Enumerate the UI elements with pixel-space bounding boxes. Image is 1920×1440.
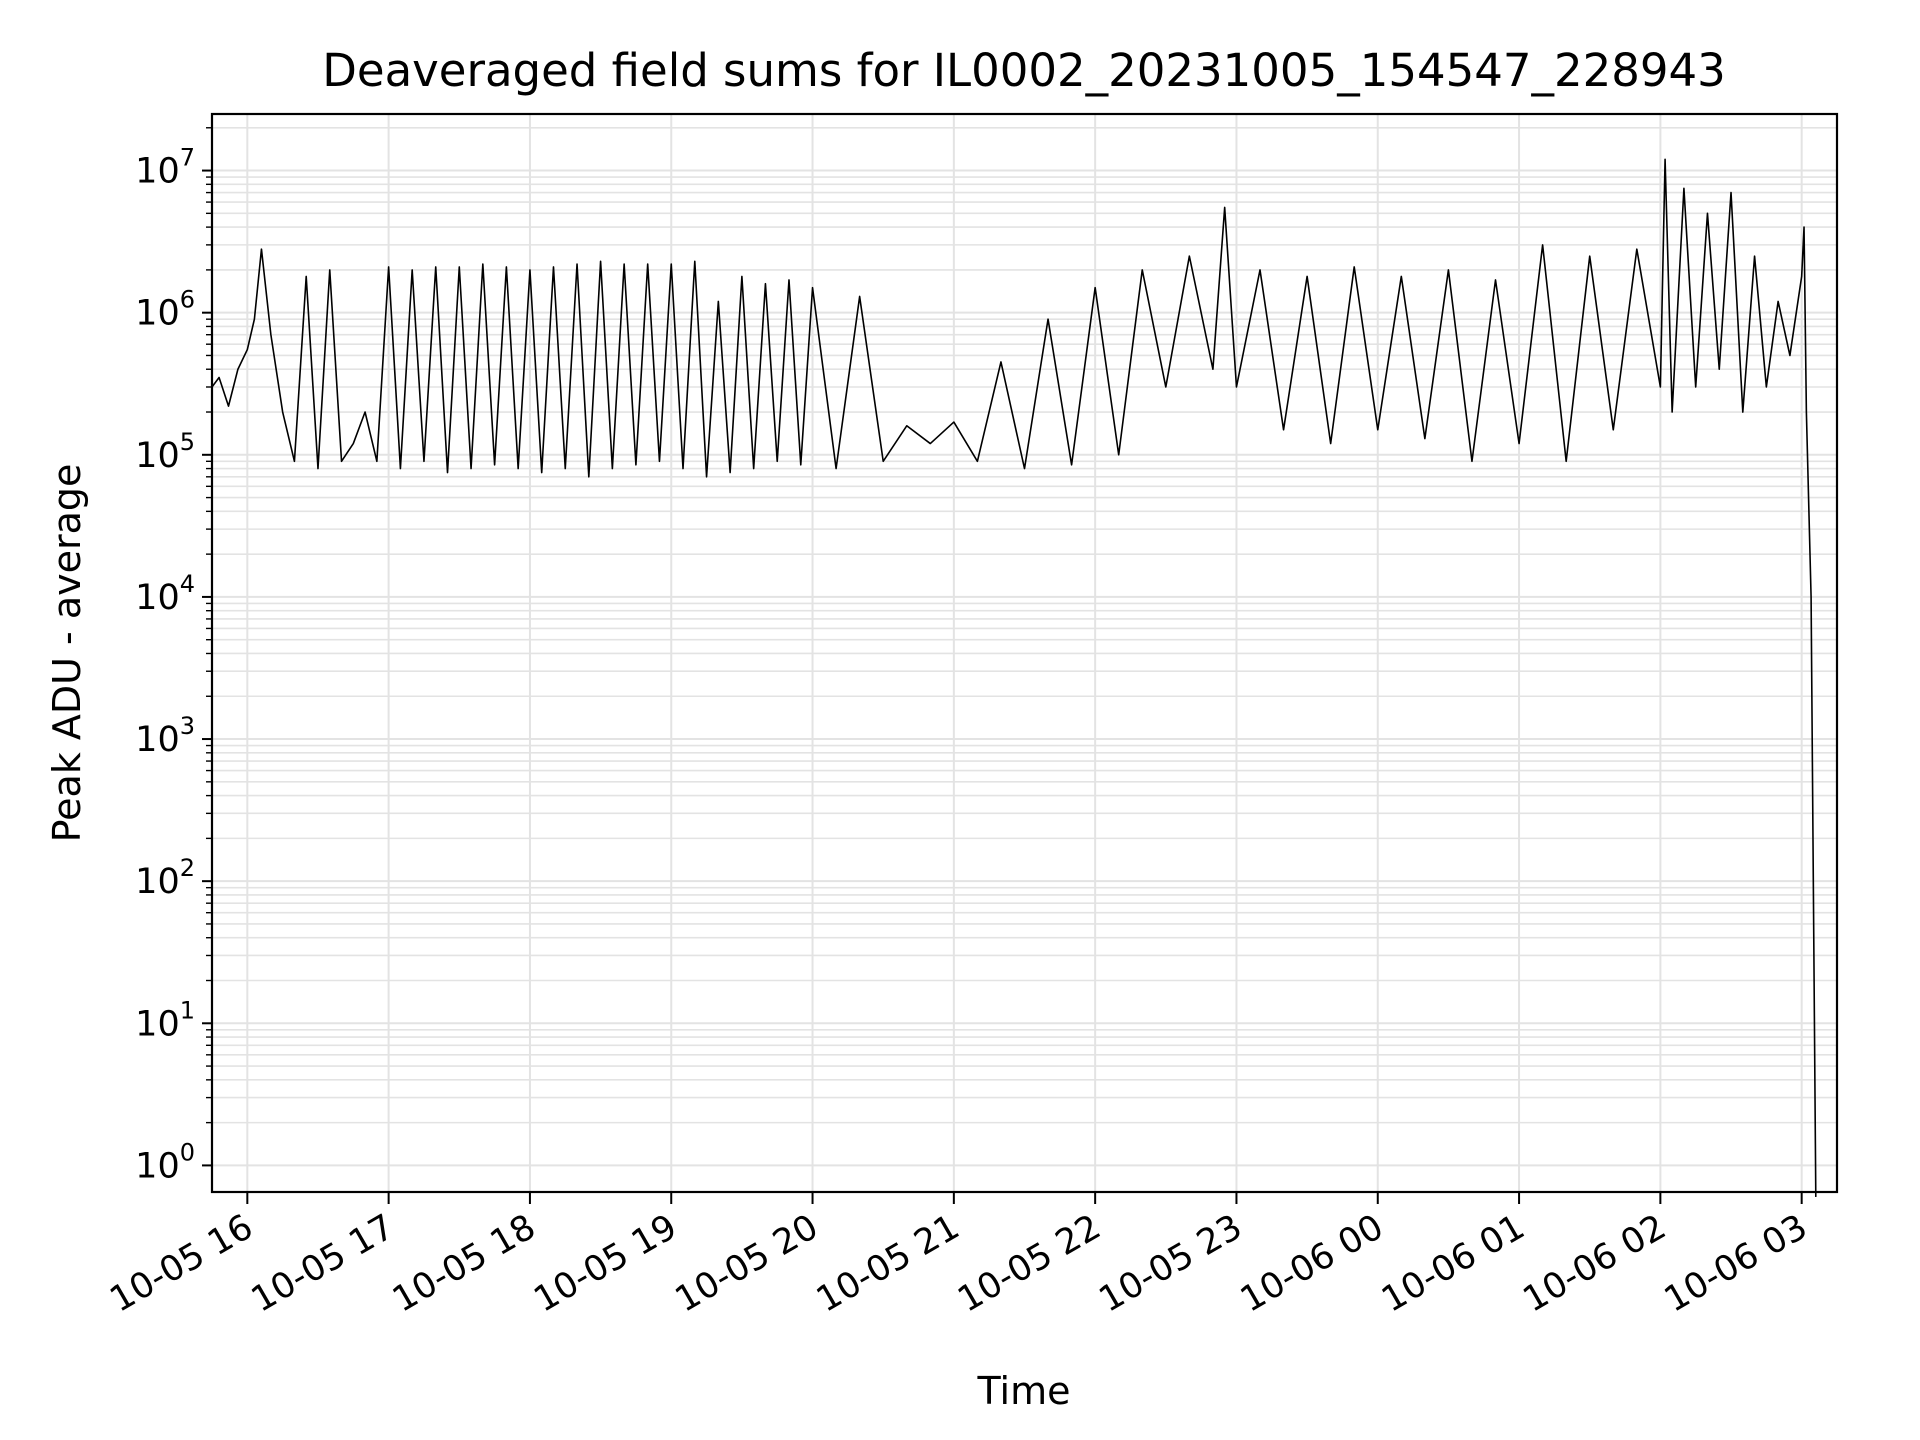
y-tick-base: 10: [135, 862, 180, 902]
x-tick-label: 10-05 23: [1093, 1207, 1249, 1320]
x-tick-label: 10-06 01: [1375, 1207, 1531, 1320]
y-tick-exponent: 0: [180, 1138, 195, 1166]
x-tick-label: 10-05 20: [669, 1207, 825, 1320]
x-tick-label: 10-06 03: [1658, 1207, 1814, 1320]
y-tick-label: 107: [135, 144, 195, 192]
grid: [212, 114, 1837, 1192]
y-tick-exponent: 3: [180, 712, 195, 740]
y-tick-label: 106: [135, 286, 195, 334]
y-axis-label: Peak ADU - average: [45, 464, 89, 843]
data-series-line: [211, 158, 1817, 1197]
y-tick-exponent: 6: [180, 286, 195, 314]
y-tick-base: 10: [135, 294, 180, 334]
data-layer: [211, 158, 1817, 1197]
y-tick-base: 10: [135, 720, 180, 760]
x-tick-label: 10-05 17: [245, 1207, 401, 1320]
y-tick-base: 10: [135, 436, 180, 476]
y-tick-exponent: 7: [180, 144, 195, 172]
x-tick-label: 10-05 21: [810, 1207, 966, 1320]
x-tick-label: 10-05 19: [527, 1207, 683, 1320]
y-tick-base: 10: [135, 578, 180, 618]
y-tick-label: 104: [135, 570, 195, 618]
y-tick-base: 10: [135, 1004, 180, 1044]
y-tick-label: 101: [135, 996, 195, 1044]
y-tick-exponent: 2: [180, 854, 195, 882]
x-tick-label: 10-06 00: [1234, 1207, 1390, 1320]
y-tick-label: 102: [135, 854, 195, 902]
x-tick-label: 10-05 18: [386, 1207, 542, 1320]
y-tick-exponent: 5: [180, 428, 195, 456]
y-tick-exponent: 1: [180, 996, 195, 1024]
y-tick-label: 105: [135, 428, 195, 476]
x-tick-label: 10-05 16: [104, 1207, 260, 1320]
y-tick-label: 103: [135, 712, 195, 760]
y-tick-label: 100: [135, 1138, 195, 1186]
y-tick-exponent: 4: [180, 570, 195, 598]
x-tick-label: 10-06 02: [1517, 1207, 1673, 1320]
chart-title: Deaveraged field sums for IL0002_2023100…: [322, 44, 1726, 97]
y-tick-base: 10: [135, 1146, 180, 1186]
x-tick-label: 10-05 22: [951, 1207, 1107, 1320]
x-axis-label: Time: [977, 1369, 1071, 1413]
y-tick-base: 10: [135, 152, 180, 192]
